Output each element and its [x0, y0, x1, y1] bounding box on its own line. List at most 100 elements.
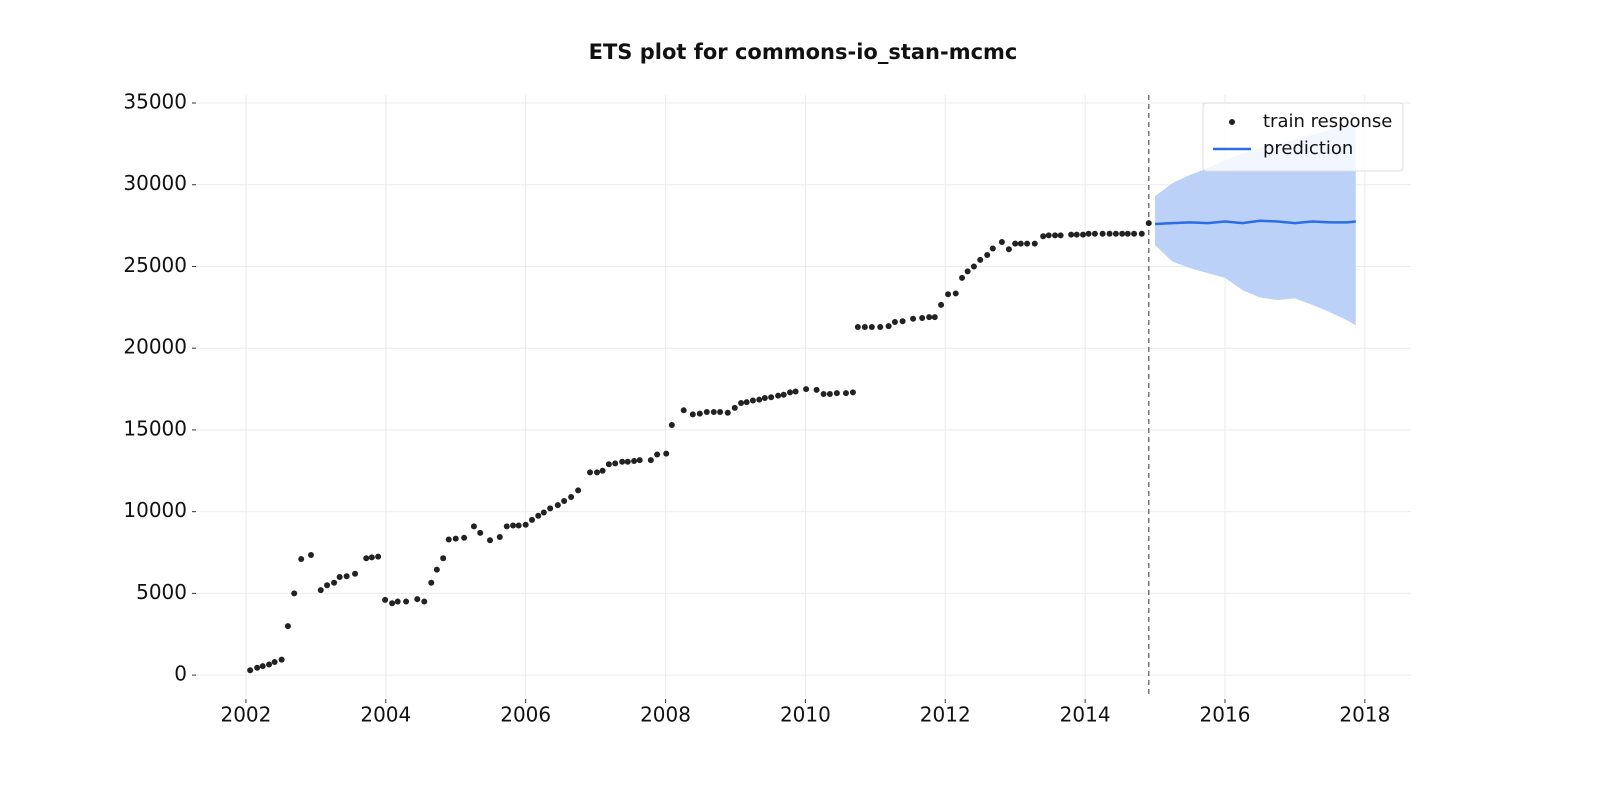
data-point [254, 664, 261, 671]
data-point [910, 315, 917, 322]
data-point [668, 422, 675, 429]
data-point [703, 408, 710, 415]
data-point [919, 314, 926, 321]
data-point [945, 291, 952, 298]
data-point [382, 596, 389, 603]
data-point [343, 573, 350, 580]
data-point [647, 457, 654, 464]
x-tick-label: 2014 [1060, 703, 1111, 727]
legend: train response prediction [1202, 102, 1404, 172]
y-tick-label: 20000 [123, 335, 187, 359]
data-point [389, 600, 396, 607]
data-point [433, 566, 440, 573]
data-point [885, 323, 892, 330]
data-point [247, 667, 254, 674]
data-point [964, 268, 971, 275]
data-point [515, 522, 522, 529]
data-point [403, 598, 410, 605]
data-point [780, 391, 787, 398]
data-point [792, 388, 799, 395]
data-point [743, 399, 750, 406]
data-point [984, 252, 991, 259]
data-point [1040, 233, 1047, 240]
data-point [1057, 232, 1064, 239]
data-point [496, 533, 503, 540]
data-point [952, 290, 959, 297]
data-point [1068, 231, 1075, 238]
x-tick-label: 2018 [1339, 703, 1390, 727]
data-point [503, 523, 510, 530]
x-tick-label: 2002 [220, 703, 271, 727]
data-point [689, 411, 696, 418]
data-point [587, 469, 594, 476]
data-point [710, 408, 717, 415]
data-point [1045, 232, 1052, 239]
prediction-line [1154, 219, 1356, 226]
data-point [768, 394, 775, 401]
data-point [820, 390, 827, 397]
data-point [605, 461, 612, 468]
data-point [477, 529, 484, 536]
data-point [561, 498, 568, 505]
data-point [1119, 230, 1126, 237]
data-point [522, 521, 529, 528]
data-point [842, 390, 849, 397]
data-point [636, 457, 643, 464]
data-point [1080, 231, 1087, 238]
data-point [271, 659, 278, 666]
data-point [307, 551, 314, 558]
data-point [1012, 240, 1019, 247]
grid [197, 95, 1411, 698]
data-point [284, 623, 291, 630]
data-point [535, 512, 542, 519]
data-point [717, 408, 724, 415]
data-point [440, 555, 447, 562]
data-point [594, 469, 601, 476]
data-point [528, 516, 535, 523]
data-point [487, 537, 494, 544]
data-point [977, 256, 984, 263]
data-point [259, 663, 266, 670]
data-point [291, 590, 298, 597]
data-point [1112, 230, 1119, 237]
y-tick-label: 10000 [123, 498, 187, 522]
data-point [375, 553, 382, 560]
data-point [324, 582, 331, 589]
data-point [826, 390, 833, 397]
y-tick-label: 35000 [123, 90, 187, 114]
confidence-band [1155, 122, 1356, 326]
data-point [1124, 230, 1131, 237]
data-point [1138, 230, 1145, 237]
data-point [266, 661, 273, 668]
data-point [599, 467, 606, 474]
data-point [298, 556, 305, 563]
legend-box [1202, 102, 1404, 172]
y-tick-label: 0 [174, 662, 187, 686]
data-point [775, 392, 782, 399]
data-point [331, 579, 338, 586]
data-point [547, 505, 554, 512]
data-point [612, 460, 619, 467]
x-tick-label: 2012 [920, 703, 971, 727]
data-point [868, 323, 875, 330]
data-point [803, 386, 810, 393]
data-point [1085, 230, 1092, 237]
y-tick-label: 5000 [136, 580, 187, 604]
data-point [854, 323, 861, 330]
data-point [849, 389, 856, 396]
data-point [510, 522, 517, 529]
data-point [654, 451, 661, 458]
x-tick-label: 2004 [360, 703, 411, 727]
data-point [368, 554, 375, 561]
data-point [336, 574, 343, 581]
data-point [1031, 240, 1038, 247]
data-point [959, 274, 966, 281]
data-point [1106, 230, 1113, 237]
data-point [363, 555, 370, 562]
y-tick-label: 15000 [123, 416, 187, 440]
data-point [317, 587, 324, 594]
data-point [554, 502, 561, 509]
data-point [452, 535, 459, 542]
data-point [738, 399, 745, 406]
